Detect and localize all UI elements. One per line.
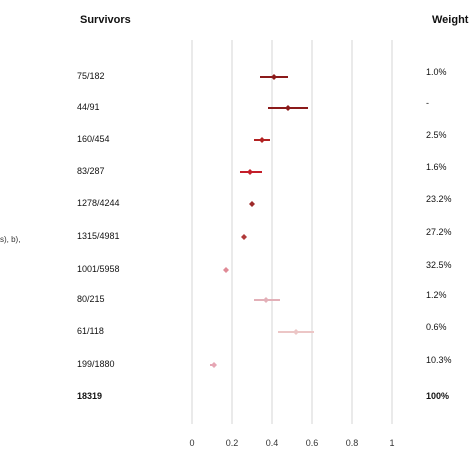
weight-value: 32.5% bbox=[426, 260, 452, 270]
survivors-header: Survivors bbox=[80, 14, 131, 26]
point-estimate-marker bbox=[247, 169, 253, 175]
x-tick-label: 0 bbox=[189, 438, 195, 448]
survivors-value: 61/118 bbox=[77, 326, 104, 336]
x-tick-label: 0.2 bbox=[225, 438, 239, 448]
x-tick-label: 0.8 bbox=[345, 438, 359, 448]
weight-value: 1.6% bbox=[426, 162, 447, 172]
point-estimate-marker bbox=[249, 201, 255, 207]
weight-value: 27.2% bbox=[426, 227, 452, 237]
point-estimate-marker bbox=[263, 297, 269, 303]
point-estimate-marker bbox=[271, 74, 277, 80]
weight-value: 2.5% bbox=[426, 130, 447, 140]
weight-value: 1.2% bbox=[426, 290, 447, 300]
point-estimate-marker bbox=[223, 267, 229, 273]
x-tick-label: 0.4 bbox=[265, 438, 279, 448]
point-estimate-marker bbox=[211, 362, 217, 368]
weight-value: 23.2% bbox=[426, 194, 452, 204]
total-weight: 100% bbox=[426, 391, 450, 401]
survivors-value: 1315/4981 bbox=[77, 231, 120, 241]
weight-value: - bbox=[426, 98, 429, 108]
survivors-value: 160/454 bbox=[77, 134, 110, 144]
x-tick-label: 0.6 bbox=[305, 438, 319, 448]
survivors-value: 199/1880 bbox=[77, 359, 115, 369]
survivors-value: 1278/4244 bbox=[77, 198, 120, 208]
survivors-value: 83/287 bbox=[77, 166, 105, 176]
point-estimate-marker bbox=[293, 329, 299, 335]
weight-value: 10.3% bbox=[426, 355, 452, 365]
point-estimate-marker bbox=[259, 137, 265, 143]
survivors-value: 80/215 bbox=[77, 294, 105, 304]
weight-value: 1.0% bbox=[426, 67, 447, 77]
total-survivors: 18319 bbox=[77, 391, 103, 401]
weight-header: Weight bbox=[432, 14, 469, 26]
x-tick-label: 1 bbox=[389, 438, 395, 448]
survivors-value: 44/91 bbox=[77, 102, 100, 112]
point-estimate-marker bbox=[241, 234, 247, 240]
clipped-study-label: s), b), bbox=[0, 235, 21, 244]
point-estimate-marker bbox=[285, 105, 291, 111]
survivors-value: 75/182 bbox=[77, 71, 105, 81]
survivors-value: 1001/5958 bbox=[77, 264, 120, 274]
weight-value: 0.6% bbox=[426, 322, 447, 332]
